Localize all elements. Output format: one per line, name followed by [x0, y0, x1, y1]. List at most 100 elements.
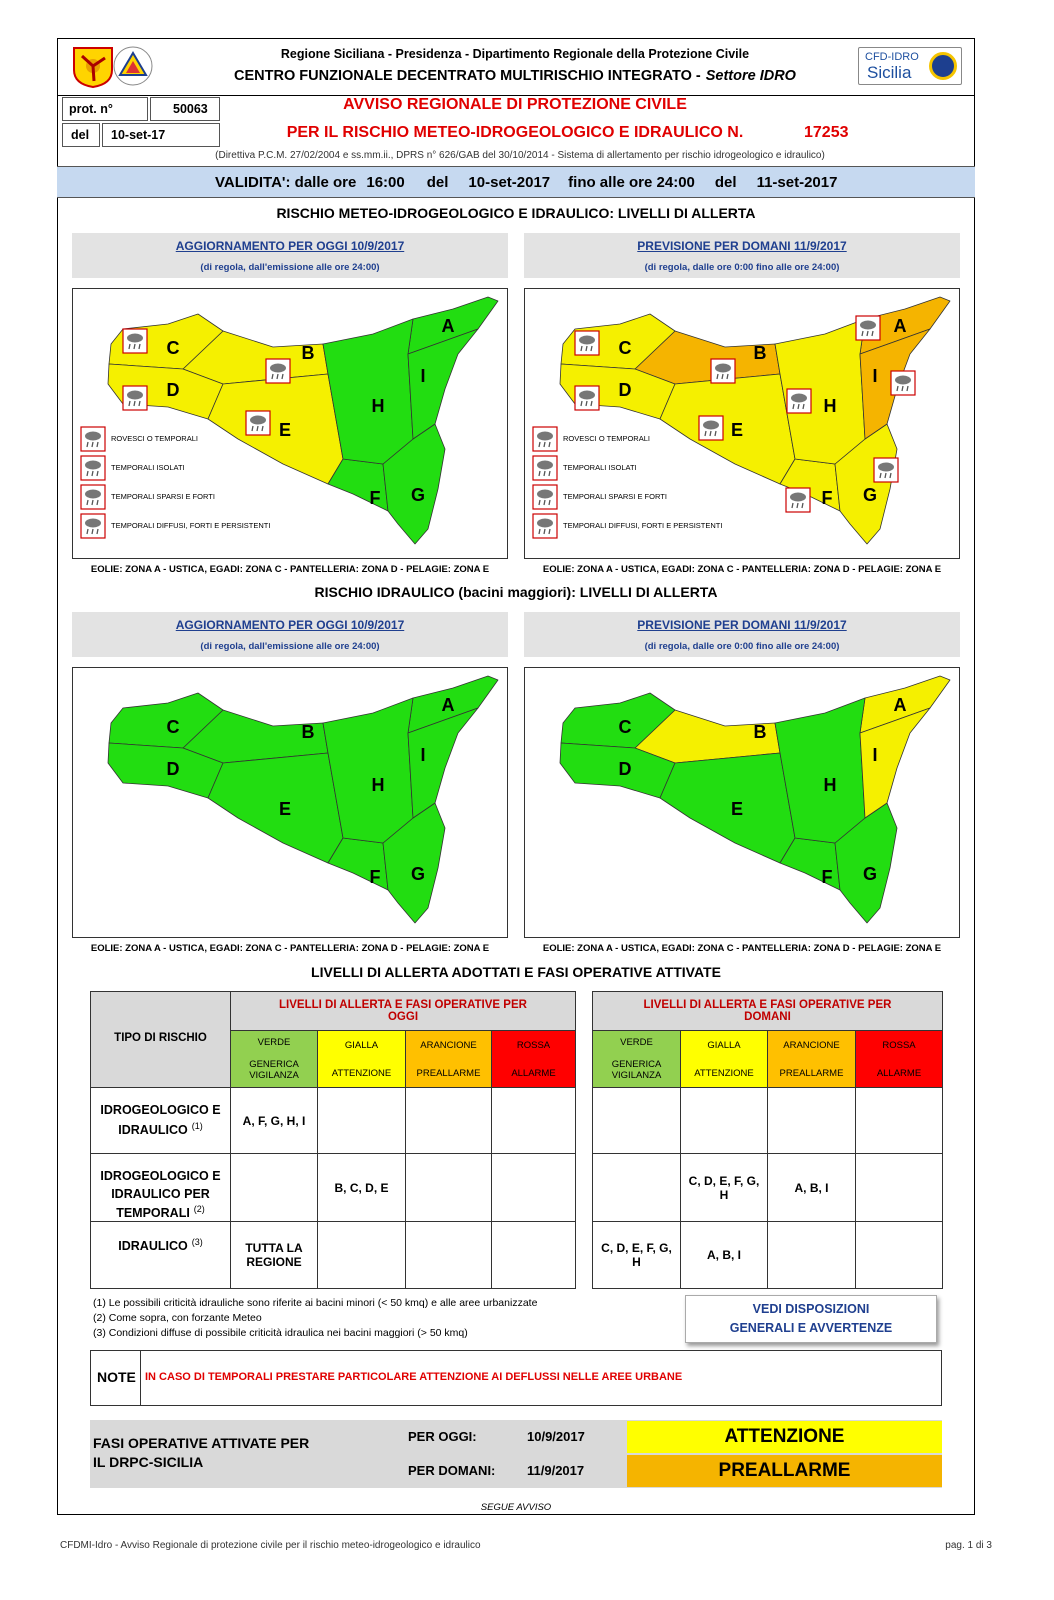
- level-header: VERDE GENERICA VIGILANZA: [592, 1030, 681, 1088]
- legend-label: ROVESCI O TEMPORALI: [111, 434, 198, 443]
- zone-label: E: [731, 420, 743, 440]
- level-name: GIALLA: [707, 1039, 741, 1051]
- icon-rain: [538, 441, 551, 448]
- footnote: (2) Come sopra, con forzante Meteo: [93, 1312, 262, 1324]
- map-zone: [859, 707, 931, 819]
- header-rule: [57, 95, 975, 96]
- level-phase: PREALLARME: [416, 1067, 481, 1079]
- legend-label: TEMPORALI DIFFUSI, FORTI E PERSISTENTI: [111, 521, 270, 530]
- weather-icon: [80, 455, 106, 481]
- zone-label: F: [822, 867, 833, 887]
- zone-label: F: [822, 488, 833, 508]
- legend-label: ROVESCI O TEMPORALI: [563, 434, 650, 443]
- weather-icon: [532, 513, 558, 539]
- islands-note: EOLIE: ZONA A - USTICA, EGADI: ZONA C - …: [542, 943, 942, 954]
- level-name: ARANCIONE: [783, 1039, 840, 1051]
- note-text: IN CASO DI TEMPORALI PRESTARE PARTICOLAR…: [145, 1371, 683, 1383]
- protocol-label: prot. n°: [62, 97, 148, 121]
- icon-rain: [128, 343, 141, 350]
- weather-icon: [574, 330, 600, 356]
- level-cell: [491, 1221, 576, 1289]
- panel-note: (di regola, dalle ore 0:00 fino alle ore…: [644, 262, 840, 273]
- level-cell: [855, 1221, 943, 1289]
- alert-map: A B C D E F G H I ROVESCI O TEMPORALI TEMPORALI IS…: [524, 288, 960, 559]
- map-zone: [107, 742, 224, 799]
- panel-note: (di regola, dall'emissione alle ore 24:0…: [200, 641, 380, 652]
- map-zone: [207, 752, 344, 864]
- zone-label: B: [754, 343, 767, 363]
- zone-label: A: [894, 316, 907, 336]
- risk-name: IDRAULICO: [118, 1239, 188, 1254]
- map-zone: [559, 363, 676, 420]
- title-line: PER IL RISCHIO METEO-IDROGEOLOGICO E IDR…: [286, 124, 744, 141]
- icon-cloud: [127, 333, 143, 343]
- icon-cloud: [85, 518, 101, 528]
- level-name: ROSSA: [882, 1039, 916, 1051]
- weather-icon: [80, 426, 106, 452]
- weather-icon: [80, 513, 106, 539]
- level-header: GIALLA ATTENZIONE: [680, 1030, 768, 1088]
- level-cell: [592, 1087, 681, 1154]
- protocol-date-label: del: [62, 123, 100, 147]
- icon-cloud: [85, 460, 101, 470]
- zone-label: E: [279, 420, 291, 440]
- validity-bar: VALIDITA': dalle ore 16:00 del 10-set-2017 f…: [57, 166, 975, 198]
- general-provisions-button[interactable]: VEDI DISPOSIZIONI GENERALI E AVVERTENZE: [685, 1295, 937, 1343]
- weather-icon: [873, 457, 899, 483]
- icon-rain: [538, 528, 551, 535]
- panel-header: AGGIORNAMENTO PER OGGI 10/9/2017 (di rego…: [72, 612, 508, 657]
- legend-label: TEMPORALI SPARSI E FORTI: [563, 492, 667, 501]
- icon-rain: [128, 400, 141, 407]
- level-phase: GENERICA VIGILANZA: [611, 1059, 662, 1082]
- risk-ref: (2): [193, 1204, 205, 1214]
- zone-label: B: [302, 722, 315, 742]
- region-logo: [73, 47, 113, 88]
- icon-rain: [86, 470, 99, 477]
- group-header: LIVELLI DI ALLERTA E FASI OPERATIVE PER …: [592, 991, 943, 1031]
- icon-cloud: [85, 489, 101, 499]
- level-phase: PREALLARME: [779, 1067, 844, 1079]
- level-cell: C, D, E, F, G, H: [680, 1153, 768, 1222]
- icon-cloud: [790, 492, 806, 502]
- panel-header: PREVISIONE PER DOMANI 11/9/2017 (di regol…: [524, 233, 960, 278]
- panel-note: (di regola, dalle ore 0:00 fino alle ore…: [644, 641, 840, 652]
- level-name: GIALLA: [344, 1039, 379, 1051]
- level-cell: [680, 1087, 768, 1154]
- level-cell: A, B, I: [680, 1221, 768, 1289]
- validity-part: 16:00: [366, 173, 405, 191]
- panel-header: AGGIORNAMENTO PER OGGI 10/9/2017 (di rego…: [72, 233, 508, 278]
- protocol-date: 10-set-17: [102, 123, 220, 147]
- zone-label: C: [619, 338, 632, 358]
- weather-icon: [890, 370, 916, 396]
- title-line: AVVISO REGIONALE DI PROTEZIONE CIVILE: [343, 96, 687, 113]
- map-zone: [382, 802, 446, 924]
- zone-label: G: [863, 485, 877, 505]
- weather-icon: [698, 415, 724, 441]
- panel-header: PREVISIONE PER DOMANI 11/9/2017 (di regol…: [524, 612, 960, 657]
- weather-icon: [265, 358, 291, 384]
- map-zone: [659, 752, 796, 864]
- section-title: RISCHIO IDRAULICO (bacini maggiori): LIV…: [314, 584, 718, 600]
- islands-note: EOLIE: ZONA A - USTICA, EGADI: ZONA C - …: [90, 943, 490, 954]
- validity-part: 11-set-2017: [756, 173, 838, 191]
- note-box: [90, 1350, 942, 1406]
- zone-label: G: [863, 864, 877, 884]
- icon-frame: [785, 487, 811, 513]
- weather-icon: [122, 385, 148, 411]
- zone-label: F: [370, 867, 381, 887]
- zone-label: A: [894, 695, 907, 715]
- badge-icon: [929, 52, 957, 80]
- badge-line: Sicilia: [867, 63, 912, 82]
- page-number: pag. 1 di 3: [945, 1540, 992, 1551]
- level-name: ARANCIONE: [420, 1039, 477, 1051]
- weather-icon: [122, 328, 148, 354]
- icon-rain: [580, 400, 593, 407]
- icon-cloud: [715, 363, 731, 373]
- zone-label: H: [824, 775, 837, 795]
- zone-label: A: [442, 316, 455, 336]
- validity-part: VALIDITA': dalle ore: [215, 173, 357, 191]
- icon-cloud: [85, 431, 101, 441]
- validity-part: del: [714, 173, 737, 191]
- zone-label: H: [372, 775, 385, 795]
